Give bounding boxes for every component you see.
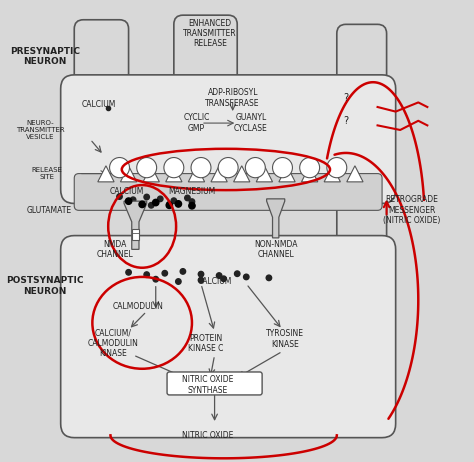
Circle shape [246, 158, 265, 178]
Polygon shape [211, 166, 227, 182]
Circle shape [130, 197, 136, 202]
Text: RELEASE
SITE: RELEASE SITE [32, 167, 63, 180]
Circle shape [109, 158, 129, 178]
Circle shape [144, 194, 149, 200]
Circle shape [166, 202, 173, 208]
Polygon shape [324, 166, 340, 182]
Text: CYCLIC
GMP: CYCLIC GMP [183, 113, 210, 133]
Text: GLUTAMATE: GLUTAMATE [27, 206, 72, 215]
Circle shape [148, 202, 154, 208]
Circle shape [117, 194, 122, 199]
Circle shape [191, 158, 211, 178]
Text: MAGNESIUM: MAGNESIUM [168, 188, 216, 196]
Circle shape [180, 269, 186, 274]
Text: NON-NMDA
CHANNEL: NON-NMDA CHANNEL [254, 240, 298, 259]
Text: CALCIUM: CALCIUM [109, 188, 144, 196]
Polygon shape [279, 166, 295, 182]
Text: CALCIUM/
CALMODULIN
KINASE: CALCIUM/ CALMODULIN KINASE [87, 328, 138, 359]
Circle shape [244, 274, 249, 280]
Circle shape [126, 198, 132, 204]
Circle shape [130, 201, 136, 206]
Circle shape [198, 277, 204, 283]
Circle shape [171, 198, 176, 203]
Text: NEURO-
TRANSMITTER
VESICLE: NEURO- TRANSMITTER VESICLE [16, 120, 64, 140]
Polygon shape [267, 199, 285, 238]
Text: ADP-RIBOSYL
TRANSFERASE: ADP-RIBOSYL TRANSFERASE [205, 88, 260, 108]
Polygon shape [98, 166, 114, 182]
Circle shape [175, 201, 182, 207]
Circle shape [176, 279, 181, 284]
Circle shape [166, 201, 172, 207]
Polygon shape [143, 166, 159, 182]
Text: TYROSINE
KINASE: TYROSINE KINASE [266, 329, 304, 349]
Text: PROTEIN
KINASE C: PROTEIN KINASE C [188, 334, 223, 353]
Circle shape [153, 276, 158, 282]
Circle shape [185, 195, 190, 201]
Text: NMDA
CHANNEL: NMDA CHANNEL [97, 240, 133, 259]
Text: RETROGRADE
MESSENGER
(NITRIC OXIDE): RETROGRADE MESSENGER (NITRIC OXIDE) [383, 195, 440, 225]
Circle shape [327, 158, 347, 178]
Polygon shape [124, 201, 146, 249]
Text: NITRIC OXIDE
SYNTHASE: NITRIC OXIDE SYNTHASE [182, 375, 234, 395]
Text: NITRIC OXIDE: NITRIC OXIDE [182, 431, 234, 440]
Polygon shape [120, 166, 137, 182]
Text: CALMODULIN: CALMODULIN [112, 302, 163, 311]
Circle shape [162, 270, 167, 276]
FancyBboxPatch shape [74, 174, 382, 210]
Circle shape [221, 276, 227, 281]
Circle shape [139, 201, 146, 207]
Polygon shape [347, 166, 363, 182]
Polygon shape [256, 166, 273, 182]
Text: CALCIUM: CALCIUM [82, 100, 116, 109]
Circle shape [235, 271, 240, 276]
Text: ?: ? [343, 93, 348, 103]
Circle shape [266, 275, 272, 280]
Bar [132, 229, 139, 240]
FancyBboxPatch shape [337, 24, 387, 433]
Circle shape [126, 269, 131, 275]
Circle shape [198, 271, 204, 277]
FancyBboxPatch shape [74, 20, 128, 199]
Text: POSTSYNAPTIC
NEURON: POSTSYNAPTIC NEURON [6, 276, 83, 296]
Circle shape [218, 158, 238, 178]
Circle shape [157, 196, 163, 201]
Text: ENHANCED
TRANSMITTER
RELEASE: ENHANCED TRANSMITTER RELEASE [183, 18, 237, 49]
Circle shape [164, 158, 184, 178]
Polygon shape [234, 166, 250, 182]
Polygon shape [301, 166, 318, 182]
Circle shape [144, 272, 149, 277]
Text: GUANYL
CYCLASE: GUANYL CYCLASE [234, 113, 268, 133]
Circle shape [189, 202, 195, 209]
FancyBboxPatch shape [167, 372, 262, 395]
Circle shape [137, 158, 156, 178]
Circle shape [153, 199, 159, 206]
FancyBboxPatch shape [61, 236, 396, 438]
Circle shape [273, 158, 292, 178]
Circle shape [300, 158, 319, 178]
FancyBboxPatch shape [61, 75, 396, 203]
Text: PRESYNAPTIC
NEURON: PRESYNAPTIC NEURON [10, 47, 80, 66]
Text: ?: ? [343, 116, 348, 126]
Text: CALCIUM: CALCIUM [197, 277, 232, 286]
Circle shape [217, 273, 222, 278]
Polygon shape [166, 166, 182, 182]
Polygon shape [188, 166, 205, 182]
Circle shape [189, 199, 195, 204]
FancyBboxPatch shape [174, 15, 237, 98]
